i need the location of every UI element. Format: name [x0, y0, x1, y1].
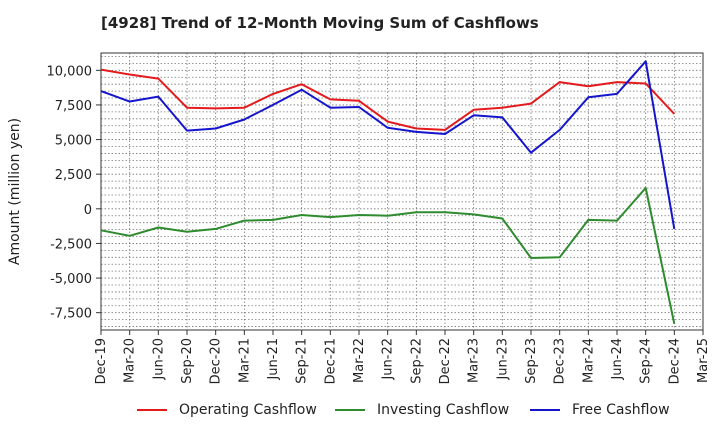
- y-tick-label: 2,500: [55, 168, 92, 183]
- legend-label-investing: Investing Cashflow: [377, 402, 510, 418]
- x-tick-label: Jun-23: [495, 338, 510, 381]
- legend-swatch-investing: [335, 409, 365, 411]
- legend-item-operating: Operating Cashflow: [137, 402, 317, 418]
- x-tick-label: Mar-21: [237, 338, 252, 383]
- y-tick-label: -7,500: [50, 307, 92, 322]
- chart-legend: Operating Cashflow Investing Cashflow Fr…: [0, 402, 720, 428]
- x-tick-label: Dec-24: [667, 338, 682, 384]
- x-tick-label: Dec-19: [94, 338, 109, 384]
- legend-swatch-free: [530, 409, 560, 411]
- plot-frame: [100, 52, 704, 331]
- y-tick-label: 5,000: [55, 134, 92, 149]
- x-tick-label: Dec-23: [553, 338, 568, 384]
- y-tick-label: 0: [84, 203, 92, 218]
- chart-title: [4928] Trend of 12-Month Moving Sum of C…: [101, 14, 539, 32]
- x-tick-label: Mar-23: [467, 338, 482, 383]
- x-tick-label: Mar-20: [123, 338, 138, 383]
- plot-area: [101, 53, 703, 330]
- x-tick-label: Jun-22: [381, 338, 396, 381]
- x-tick-label: Dec-20: [209, 338, 224, 384]
- series-line-free: [100, 60, 676, 230]
- series-line-operating: [100, 68, 676, 131]
- x-tick-label: Sep-20: [180, 338, 195, 384]
- x-tick-label: Sep-23: [524, 338, 539, 384]
- x-tick-label: Dec-21: [323, 338, 338, 384]
- series-line-investing: [100, 187, 676, 325]
- x-tick-label: Mar-24: [581, 338, 596, 383]
- x-tick-label: Mar-25: [696, 338, 711, 383]
- x-tick-label: Jun-24: [610, 338, 625, 381]
- y-tick-label: -5,000: [50, 272, 92, 287]
- y-axis-label: Amount (million yen): [7, 118, 23, 265]
- x-tick-label: Sep-24: [639, 338, 654, 384]
- x-tick-label: Sep-22: [409, 338, 424, 384]
- x-tick-label: Mar-22: [352, 338, 367, 383]
- y-tick-label: 10,000: [47, 64, 93, 79]
- legend-label-free: Free Cashflow: [572, 402, 670, 418]
- legend-item-investing: Investing Cashflow: [335, 402, 509, 418]
- x-tick-label: Sep-21: [295, 338, 310, 384]
- legend-label-operating: Operating Cashflow: [179, 402, 317, 418]
- legend-item-free: Free Cashflow: [530, 402, 670, 418]
- x-tick-label: Dec-22: [438, 338, 453, 384]
- x-tick-label: Jun-21: [266, 338, 281, 381]
- y-tick-label: 7,500: [55, 99, 92, 114]
- y-tick-label: -2,500: [50, 237, 92, 252]
- x-tick-label: Jun-20: [151, 338, 166, 381]
- legend-swatch-operating: [137, 409, 167, 411]
